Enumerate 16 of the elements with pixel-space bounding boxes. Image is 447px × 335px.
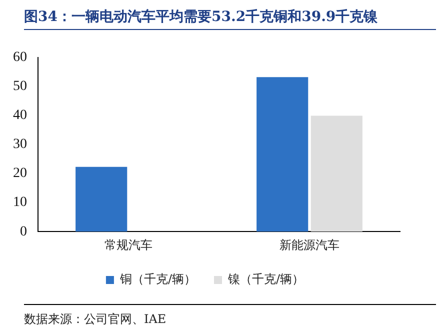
legend-label: 铜（千克/辆） — [118, 272, 196, 286]
bar — [310, 116, 362, 232]
y-tick-label: 30 — [13, 137, 27, 152]
x-tick-label: 常规汽车 — [104, 238, 152, 252]
legend-label: 镍（千克/辆） — [227, 272, 304, 286]
y-tick-label: 0 — [20, 224, 27, 240]
chart-title: 图34：一辆电动汽车平均需要53.2千克铜和39.9千克镍 — [24, 8, 436, 30]
x-tick-label: 新能源汽车 — [280, 238, 340, 252]
y-tick-label: 60 — [13, 50, 27, 66]
y-tick-label: 50 — [13, 79, 27, 94]
bar — [256, 77, 308, 232]
bar — [76, 166, 128, 232]
y-tick-label: 20 — [13, 166, 27, 182]
y-tick-label: 10 — [13, 195, 27, 210]
y-tick-label: 40 — [13, 108, 27, 124]
source-note: 数据来源：公司官网、IAE — [24, 304, 436, 328]
